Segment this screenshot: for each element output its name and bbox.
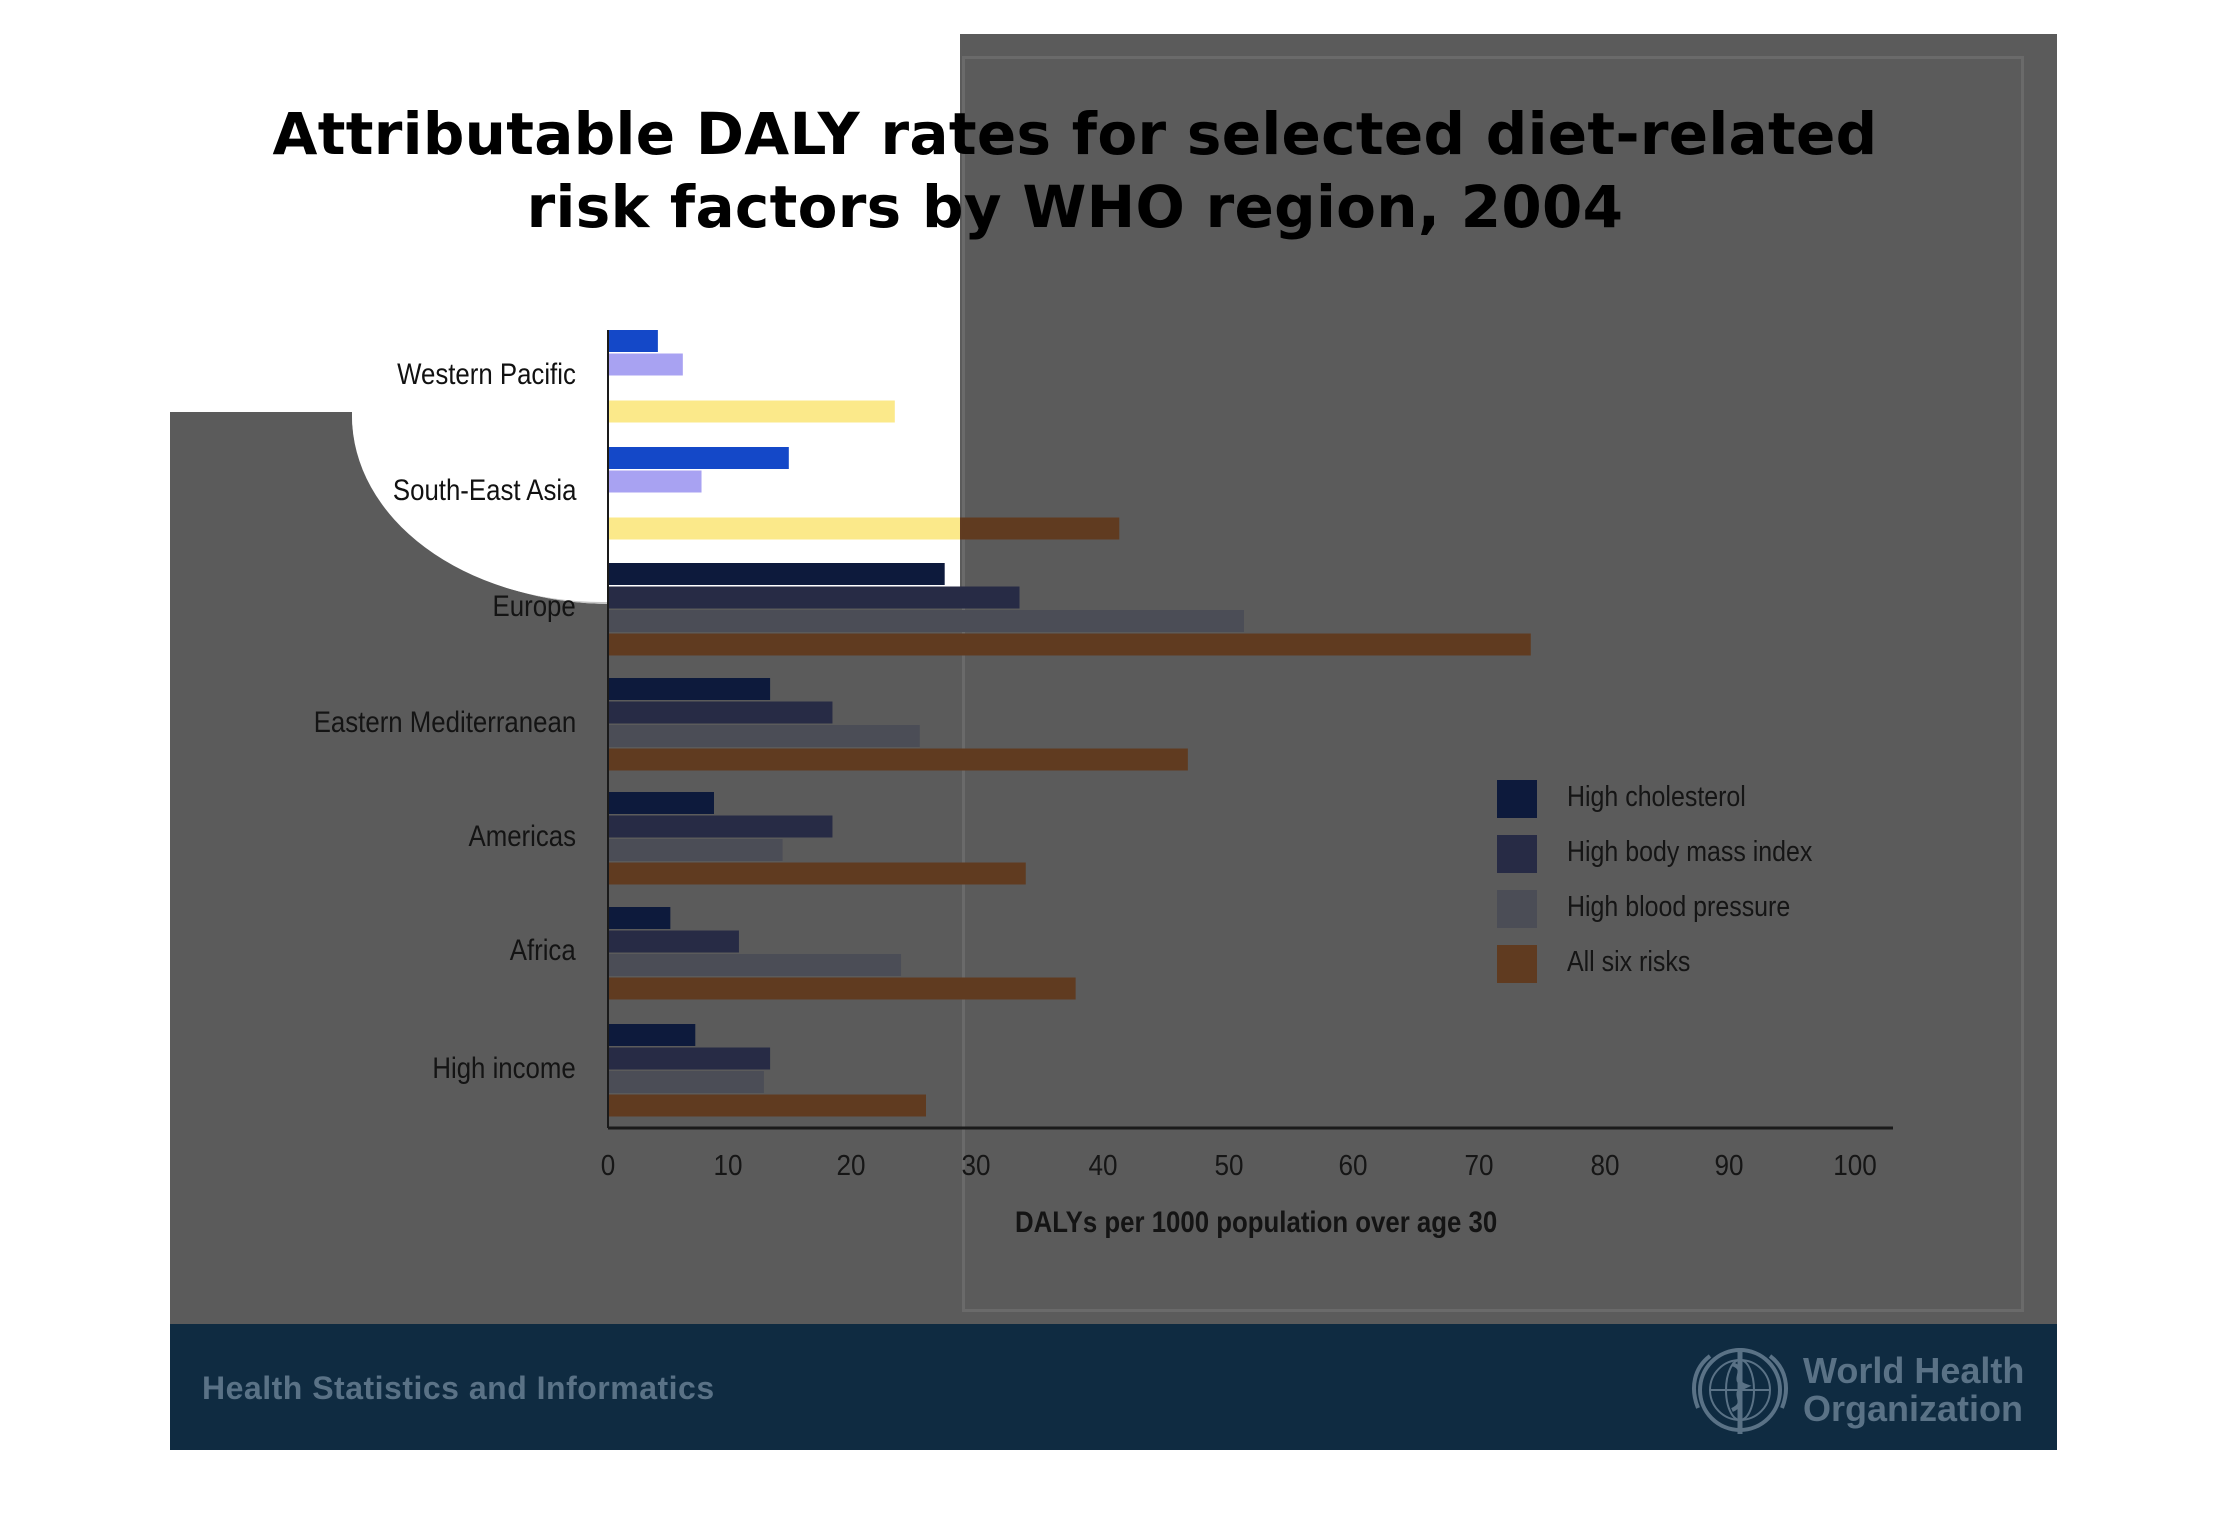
bar-western-pacific-high-body-mass-index <box>608 353 683 376</box>
x-tick-0: 0 <box>600 1150 616 1182</box>
bar-europe-high-blood-pressure <box>608 610 1244 632</box>
legend-swatch-high-blood-pressure <box>1497 890 1537 928</box>
bar-western-pacific-all-six-risks <box>608 400 895 423</box>
bar-western-pacific-high-cholesterol <box>608 330 658 352</box>
x-tick-90: 90 <box>1714 1150 1744 1182</box>
title-line-1: Attributable DALY rates for selected die… <box>272 100 1878 168</box>
category-label-western-pacific: Western Pacific <box>397 358 576 391</box>
bar-south-east-asia-all-six-risks-overflow <box>960 517 1120 540</box>
bar-africa-high-cholesterol <box>608 907 671 929</box>
bar-high-income-high-body-mass-index <box>608 1047 771 1070</box>
x-tick-60: 60 <box>1338 1150 1368 1182</box>
slide-frame <box>962 56 2024 1312</box>
category-label-europe: Europe <box>492 590 576 623</box>
bar-eastern-mediterranean-all-six-risks <box>608 748 1188 771</box>
bar-americas-high-blood-pressure <box>608 839 783 861</box>
x-tick-30: 30 <box>961 1150 991 1182</box>
bar-high-income-all-six-risks <box>608 1094 926 1117</box>
x-tick-10: 10 <box>713 1150 743 1182</box>
category-label-high-income: High income <box>432 1052 576 1085</box>
bar-africa-all-six-risks <box>608 977 1076 1000</box>
legend-label-all-six-risks: All six risks <box>1567 946 1691 978</box>
bar-high-income-high-cholesterol <box>608 1024 696 1046</box>
bar-south-east-asia-all-six-risks <box>608 517 960 540</box>
bar-south-east-asia-high-body-mass-index <box>608 470 702 493</box>
who-org-line-1: World Health <box>1803 1350 2025 1391</box>
legend-label-high-bmi: High body mass index <box>1567 836 1813 868</box>
bar-americas-all-six-risks <box>608 862 1026 885</box>
legend-label-high-blood-pressure: High blood pressure <box>1567 891 1791 923</box>
bar-eastern-mediterranean-high-body-mass-index <box>608 701 833 724</box>
bar-europe-all-six-risks <box>608 633 1531 656</box>
legend-swatch-high-bmi <box>1497 835 1537 873</box>
category-label-americas: Americas <box>468 820 576 853</box>
legend-swatch-all-six-risks <box>1497 945 1537 983</box>
bar-high-income-high-blood-pressure <box>608 1071 764 1093</box>
legend-swatch-high-cholesterol <box>1497 780 1537 818</box>
x-tick-20: 20 <box>836 1150 866 1182</box>
bar-americas-high-body-mass-index <box>608 815 833 838</box>
bar-eastern-mediterranean-high-blood-pressure <box>608 725 920 747</box>
bar-africa-high-blood-pressure <box>608 954 902 976</box>
who-org-name: World Health Organization <box>1803 1352 2024 1428</box>
x-tick-50: 50 <box>1214 1150 1244 1182</box>
x-tick-70: 70 <box>1464 1150 1494 1182</box>
category-label-africa: Africa <box>510 934 576 967</box>
who-org-line-2: Organization <box>1803 1388 2024 1429</box>
category-label-south-east-asia: South-East Asia <box>392 474 576 507</box>
x-tick-40: 40 <box>1088 1150 1118 1182</box>
slide-background-top <box>910 34 2057 414</box>
title-line-2: risk factors by WHO region, 2004 <box>526 173 1624 241</box>
x-axis-label: DALYs per 1000 population over age 30 <box>1015 1206 1498 1239</box>
bar-americas-high-cholesterol <box>608 792 714 814</box>
footer-department-text: Health Statistics and Informatics <box>202 1370 715 1406</box>
category-label-eastern-mediterranean: Eastern Mediterranean <box>313 706 576 739</box>
x-tick-80: 80 <box>1590 1150 1620 1182</box>
who-emblem-icon <box>1692 1348 1788 1434</box>
bar-eastern-mediterranean-high-cholesterol <box>608 678 771 700</box>
bar-south-east-asia-high-cholesterol <box>608 447 789 469</box>
x-tick-100: 100 <box>1833 1150 1877 1182</box>
legend-label-high-cholesterol: High cholesterol <box>1567 781 1746 813</box>
bar-europe-high-body-mass-index <box>608 586 1020 609</box>
bar-europe-high-cholesterol <box>608 563 945 585</box>
bar-africa-high-body-mass-index <box>608 930 739 953</box>
slide-footer: Health Statistics and Informatics World … <box>170 1324 2057 1450</box>
page-title: Attributable DALY rates for selected die… <box>200 98 1950 244</box>
